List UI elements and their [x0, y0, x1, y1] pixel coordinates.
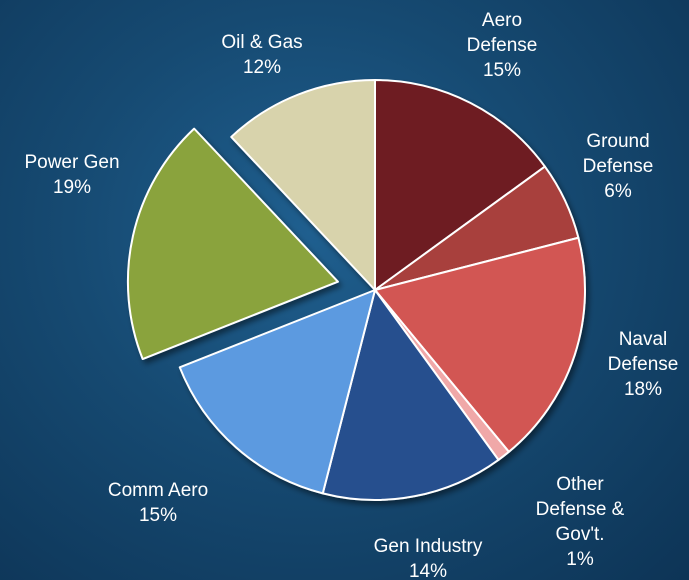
- slice-label-percent: 12%: [243, 57, 281, 78]
- slice-label-comm-aero: Comm Aero 15%: [108, 480, 208, 526]
- slice-label-name: Gen Industry: [374, 536, 483, 557]
- slice-label-aero-defense: Aero Defense 15%: [467, 10, 538, 81]
- slice-label-power-gen: Power Gen 19%: [24, 152, 119, 198]
- pie-slice-gen-industry: [321, 289, 500, 501]
- slice-label-percent: 19%: [53, 177, 91, 198]
- pie-slice-naval-defense: [374, 236, 586, 453]
- slice-label-oil-and-gas: Oil & Gas 12%: [221, 32, 302, 78]
- pie-slice-power-gen: [126, 127, 339, 361]
- slice-label-name: Naval: [619, 329, 668, 350]
- slice-label-percent: 18%: [624, 379, 662, 400]
- slice-label-name: Defense: [467, 35, 538, 56]
- slice-label-name: Defense: [608, 354, 679, 375]
- slice-label-name: Defense: [583, 156, 654, 177]
- slice-label-percent: 15%: [483, 60, 521, 81]
- pie-slices: [126, 79, 586, 501]
- slice-label-percent: 1%: [566, 549, 594, 570]
- slice-label-name: Ground: [586, 131, 649, 152]
- slice-label-percent: 15%: [139, 505, 177, 526]
- slice-label-name: Aero: [482, 10, 522, 31]
- slice-label-name: Oil & Gas: [221, 32, 302, 53]
- slice-label-name: Power Gen: [24, 152, 119, 173]
- pie-slice-comm-aero: [178, 289, 376, 495]
- pie-slice-oil-and-gas: [230, 79, 376, 291]
- slice-label-naval-defense: Naval Defense 18%: [608, 329, 679, 400]
- pie-labels: Aero Defense 15% Ground Defense 6% Naval Defens…: [24, 10, 678, 580]
- slice-label-gen-industry: Gen Industry 14%: [374, 536, 483, 580]
- slice-label-ground-defense: Ground Defense 6%: [583, 131, 654, 202]
- slice-label-percent: 14%: [409, 561, 447, 580]
- slice-label-name: Other: [556, 474, 604, 495]
- slice-label-name: Gov't.: [555, 524, 604, 545]
- slice-label-percent: 6%: [604, 181, 632, 202]
- slice-label-name: Comm Aero: [108, 480, 208, 501]
- slice-label-other-defense-and-gov-t: Other Defense & Gov't. 1%: [536, 474, 625, 570]
- pie-slice-aero-defense: [374, 79, 546, 291]
- slice-label-name: Defense &: [536, 499, 625, 520]
